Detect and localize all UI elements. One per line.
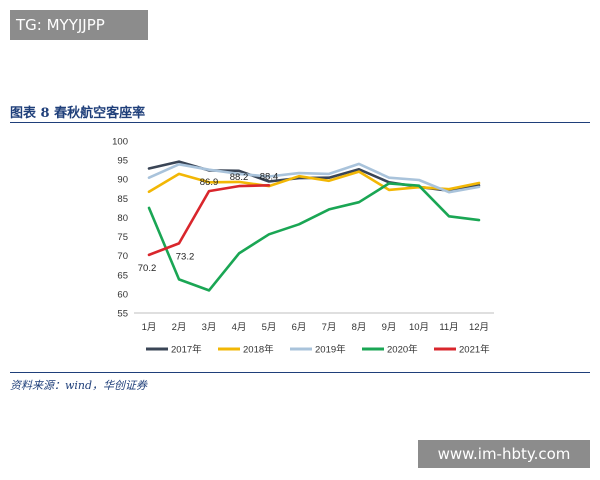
x-tick-label: 3月 (202, 322, 217, 333)
x-tick-label: 4月 (232, 322, 247, 333)
x-tick-label: 7月 (322, 322, 337, 333)
series-line (147, 162, 481, 194)
source-note: 资料来源：wind，华创证券 (10, 379, 148, 392)
series-line (147, 170, 481, 194)
data-label: 86.9 (200, 177, 219, 188)
figure-title: 图表 8 春秋航空客座率 (10, 106, 146, 121)
watermark-bottom: www.im-hbty.com (418, 440, 590, 468)
x-tick-label: 5月 (262, 322, 277, 333)
x-tick-label: 6月 (292, 322, 307, 333)
data-label: 88.4 (260, 171, 279, 182)
y-tick-label: 55 (117, 309, 128, 320)
series-line (147, 182, 481, 292)
y-tick-label: 65 (117, 270, 128, 281)
data-label: 73.2 (176, 251, 195, 262)
series-line (147, 184, 271, 257)
source-divider (10, 372, 590, 373)
x-tick-label: 8月 (352, 322, 367, 333)
x-tick-label: 9月 (382, 322, 397, 333)
x-tick-label: 12月 (469, 322, 489, 333)
series-line (147, 160, 481, 192)
y-tick-label: 75 (117, 232, 128, 243)
data-label: 88.2 (230, 172, 249, 183)
y-tick-label: 60 (117, 289, 128, 300)
y-tick-label: 100 (112, 137, 128, 148)
y-tick-label: 85 (117, 194, 128, 205)
x-tick-label: 11月 (439, 322, 458, 333)
x-tick-label: 10月 (409, 322, 429, 333)
legend-label: 2019年 (315, 344, 346, 356)
x-tick-label: 1月 (142, 322, 157, 333)
title-divider (10, 122, 590, 123)
legend-label: 2017年 (171, 344, 202, 356)
y-tick-label: 90 (117, 175, 128, 186)
watermark-top: TG: MYYJJPP (10, 10, 148, 40)
data-label: 70.2 (138, 263, 157, 274)
y-tick-label: 95 (117, 156, 128, 167)
legend-label: 2021年 (459, 344, 490, 356)
x-tick-label: 2月 (172, 322, 187, 333)
y-tick-label: 80 (117, 213, 128, 224)
legend-label: 2020年 (387, 344, 418, 356)
y-tick-label: 70 (117, 251, 128, 262)
legend-label: 2018年 (243, 344, 274, 356)
